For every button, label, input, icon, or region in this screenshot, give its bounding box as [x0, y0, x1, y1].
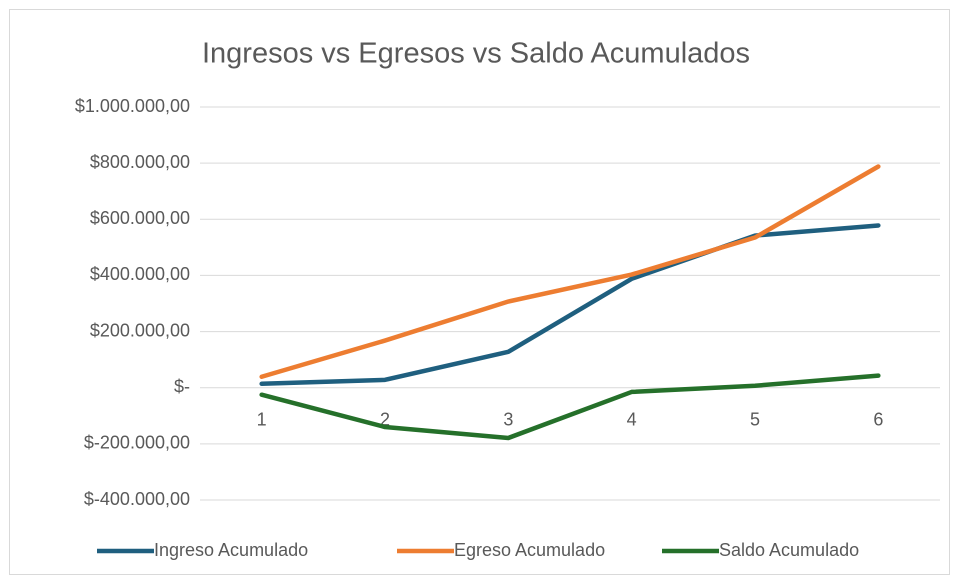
y-tick-label: $-200.000,00	[84, 433, 190, 453]
x-tick-label: 5	[750, 409, 760, 429]
series-line	[259, 373, 881, 441]
y-tick-label: $200.000,00	[90, 320, 190, 340]
chart-title: Ingresos vs Egresos vs Saldo Acumulados	[202, 38, 750, 70]
series-line	[259, 223, 881, 387]
legend-label: Saldo Acumulado	[719, 540, 859, 560]
y-tick-label: $800.000,00	[90, 152, 190, 172]
x-tick-label: 3	[503, 409, 513, 429]
y-tick-label: $600.000,00	[90, 208, 190, 228]
x-tick-label: 2	[380, 409, 390, 429]
y-tick-label: $1.000.000,00	[75, 96, 190, 116]
x-tick-label: 1	[257, 409, 267, 429]
legend-label: Ingreso Acumulado	[154, 540, 308, 560]
x-tick-label: 6	[873, 409, 883, 429]
chart-frame	[9, 9, 950, 575]
x-tick-label: 4	[627, 409, 637, 429]
y-tick-label: $-	[174, 376, 190, 396]
y-tick-label: $-400.000,00	[84, 489, 190, 509]
series-line	[259, 164, 881, 380]
legend-label: Egreso Acumulado	[454, 540, 605, 560]
y-tick-label: $400.000,00	[90, 264, 190, 284]
